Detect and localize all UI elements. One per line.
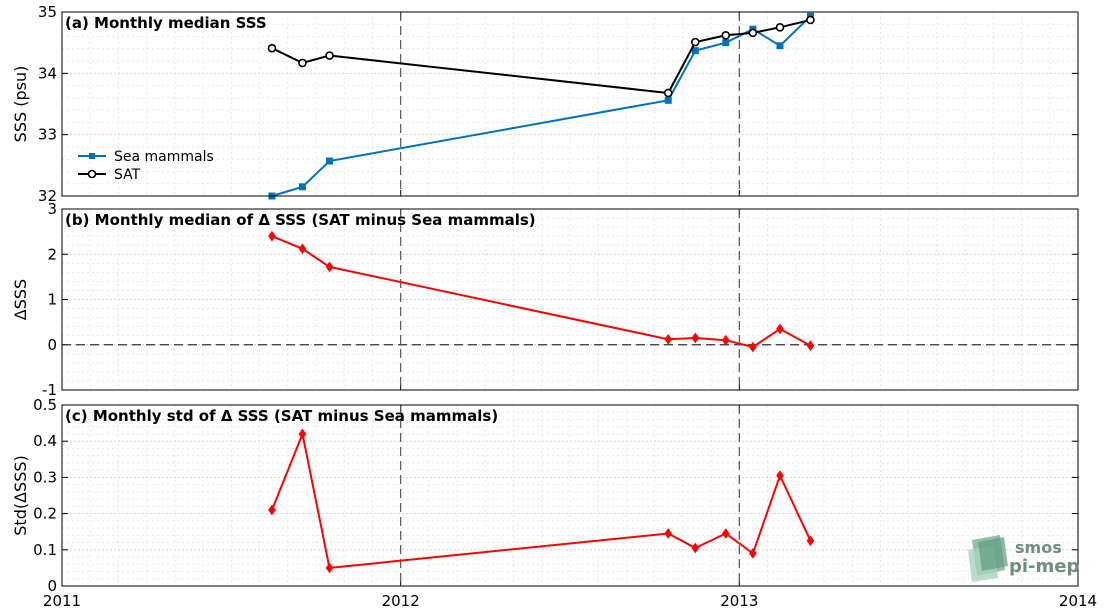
ytick-label-a: 34 <box>38 64 57 82</box>
logo-text-pi-mep: pi-mep <box>1009 556 1079 577</box>
xtick-label: 2014 <box>1059 592 1097 610</box>
ytick-label-c: 0.4 <box>33 432 57 450</box>
data-point-b-0 <box>664 333 673 345</box>
data-point-a-1 <box>721 31 731 40</box>
data-point-c-0 <box>664 528 673 539</box>
data-point-c-0 <box>749 548 757 559</box>
data-point-c-0 <box>691 542 700 554</box>
ytick-label-c: 0.5 <box>33 396 57 414</box>
legend-label: Sea mammals <box>114 149 214 165</box>
data-point-c-0 <box>776 470 784 481</box>
ytick-label-c: 0.2 <box>33 505 57 523</box>
data-point-b-0 <box>806 340 815 352</box>
logo-text-smos: smos <box>1015 538 1062 557</box>
ytick-label-a: 32 <box>38 187 57 205</box>
data-point-a-0 <box>326 157 334 165</box>
data-point-a-1 <box>748 28 758 38</box>
data-point-a-1 <box>691 37 700 47</box>
data-point-a-1 <box>775 23 785 32</box>
xtick-label: 2011 <box>43 592 81 610</box>
ytick-label-b: 3 <box>47 200 57 218</box>
plot-frame-a <box>61 11 1079 197</box>
data-point-a-0 <box>722 39 730 47</box>
data-point-a-0 <box>776 42 784 50</box>
legend-marker <box>89 153 95 159</box>
ytick-label-a: 35 <box>38 3 57 21</box>
panel-b-delta-sss: -1 0 1 2 3 (b) Monthly median of Δ SSS (SAT m… <box>11 200 1079 399</box>
smos-pi-mep-logo: smos pi-mep <box>968 535 1079 582</box>
data-point-c-0 <box>806 535 815 547</box>
ytick-label-b: 0 <box>47 336 57 354</box>
data-point-b-0 <box>298 243 307 255</box>
data-point-a-1 <box>325 51 334 60</box>
legend-marker <box>87 169 97 179</box>
panel-title-c: (c) Monthly std of Δ SSS (SAT minus Sea … <box>65 407 498 425</box>
data-point-c-0 <box>298 428 307 440</box>
panel-title-a: (a) Monthly median SSS <box>65 14 267 32</box>
data-point-a-1 <box>267 43 277 53</box>
data-point-a-0 <box>664 96 672 104</box>
data-point-a-1 <box>298 58 307 68</box>
data-point-a-1 <box>663 88 673 98</box>
data-point-b-0 <box>721 334 730 346</box>
data-point-a-0 <box>298 183 306 191</box>
ylabel-a: SSS (psu) <box>11 66 30 143</box>
panel-title-b: (b) Monthly median of Δ SSS (SAT minus S… <box>65 211 536 229</box>
panel-c-std-delta-sss: 0 0.1 0.2 0.3 0.4 0.5 (c) Monthly std of Δ SSS… <box>11 396 1097 610</box>
ylabel-b: ΔSSS <box>11 279 30 320</box>
data-point-b-0 <box>268 230 276 242</box>
data-point-c-0 <box>268 504 276 516</box>
data-point-b-0 <box>776 323 784 335</box>
plot-frame-c <box>61 404 1079 587</box>
data-point-c-0 <box>721 528 730 539</box>
data-point-a-1 <box>806 15 815 25</box>
plot-frame-b <box>61 208 1079 391</box>
xtick-label: 2012 <box>382 592 420 610</box>
data-point-b-0 <box>325 261 334 273</box>
xtick-label: 2013 <box>720 592 758 610</box>
ytick-label-b: -1 <box>42 381 57 399</box>
data-point-b-0 <box>691 332 700 344</box>
data-point-c-0 <box>325 562 334 574</box>
ytick-label-c: 0 <box>47 577 57 595</box>
ytick-label-b: 1 <box>47 291 57 309</box>
ytick-label-c: 0.1 <box>33 541 57 559</box>
data-point-b-0 <box>749 341 757 353</box>
ylabel-c: Std(ΔSSS) <box>11 455 30 535</box>
data-point-a-0 <box>691 47 699 55</box>
legend-label: SAT <box>114 167 141 183</box>
ytick-label-a: 33 <box>38 126 57 144</box>
ytick-label-c: 0.3 <box>33 468 57 486</box>
ytick-label-b: 2 <box>47 245 57 263</box>
panel-a-sss: 32 33 34 35 (a) Monthly median SSS SSS (psu) S… <box>11 3 1079 205</box>
